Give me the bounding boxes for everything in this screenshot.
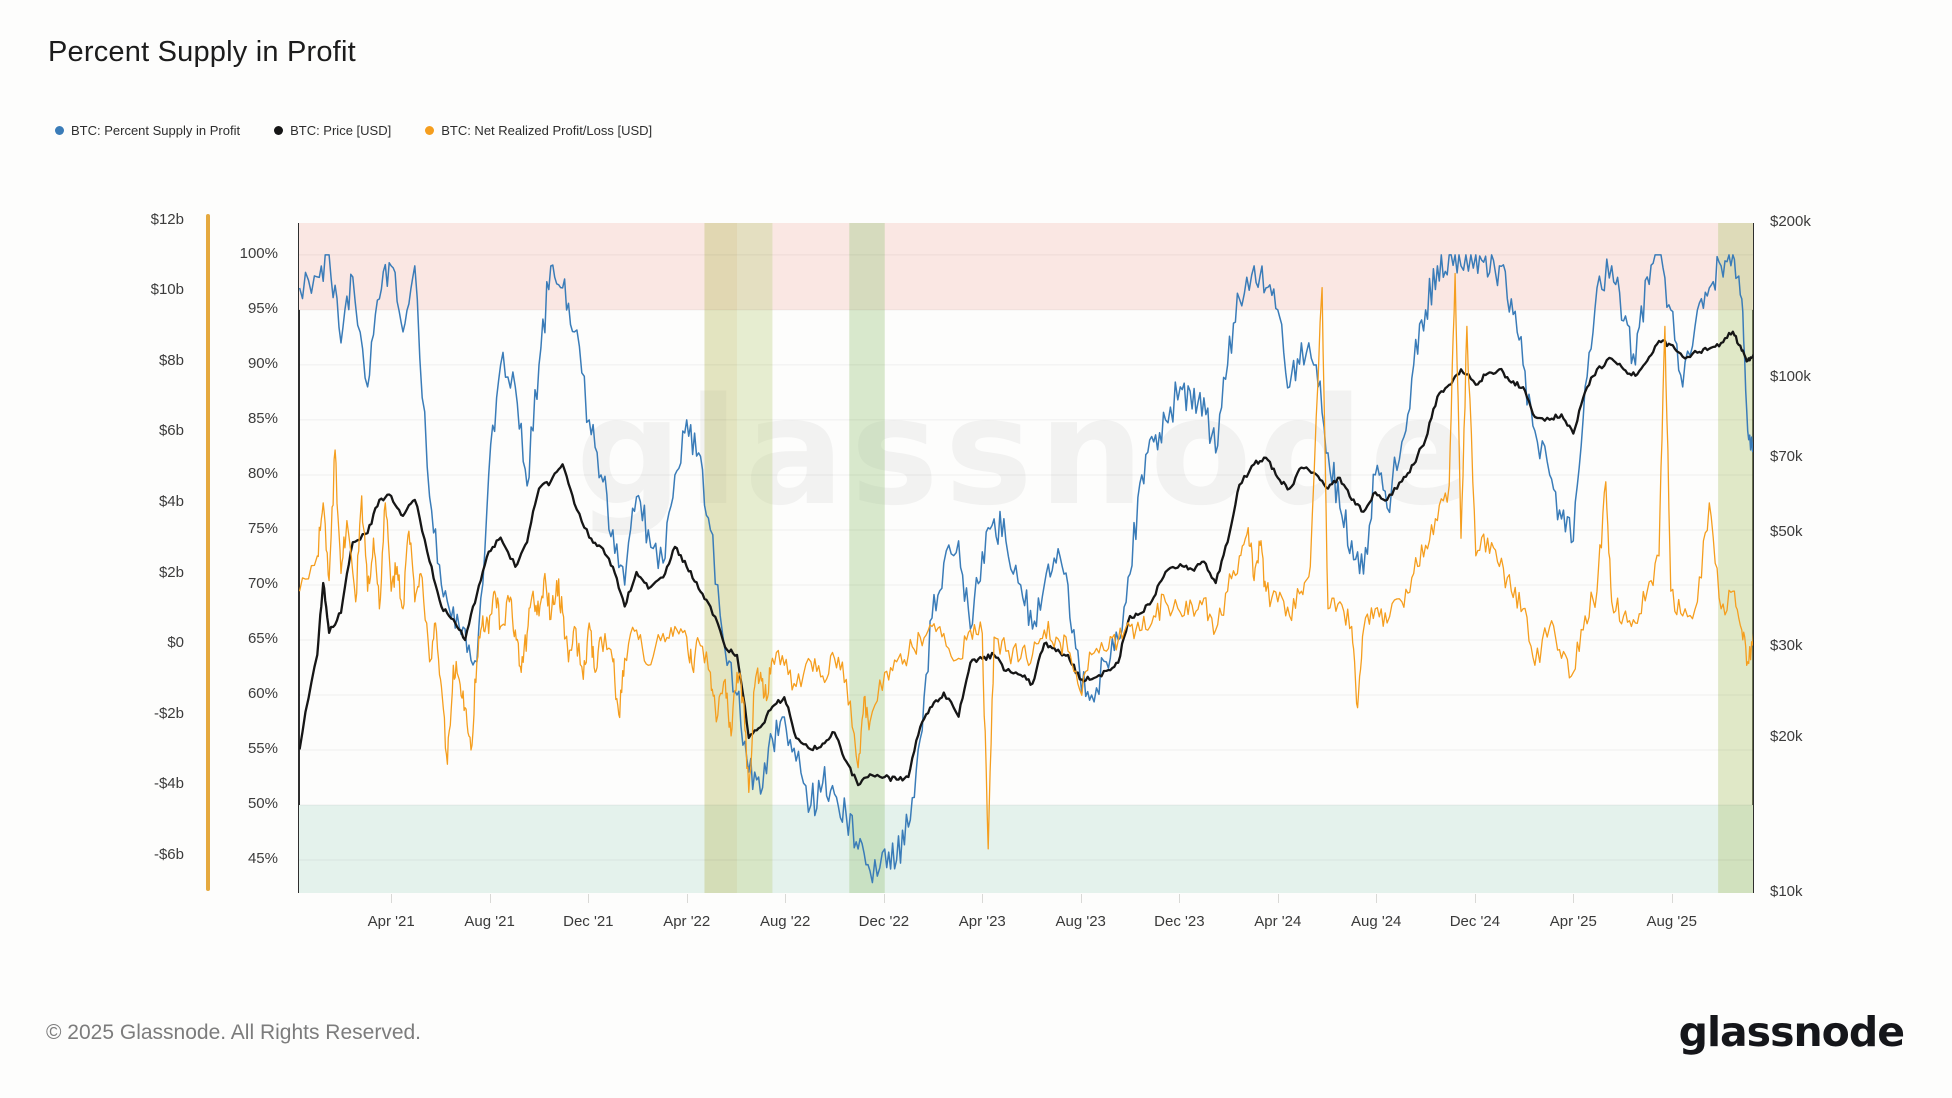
usd-axis-tick: $2b (158, 563, 184, 581)
legend-dot-icon (274, 126, 284, 135)
price-axis-tick: $100k (1770, 368, 1811, 386)
usd-axis-tick: $6b (158, 422, 184, 440)
percent-axis-tick: 70% (247, 574, 278, 592)
x-axis-tick: Apr '25 (1549, 913, 1597, 930)
percent-axis-tick: 45% (247, 849, 278, 867)
series-0-line (299, 254, 1753, 884)
percent-axis-tick: 65% (247, 629, 278, 647)
percent-axis-tick: 60% (247, 684, 278, 702)
usd-axis-tick: $12b (150, 210, 184, 228)
x-axis-tick: Aug '23 (1055, 913, 1106, 930)
usd-axis-tick: $0 (167, 634, 184, 652)
x-axis-tick: Apr '24 (1254, 913, 1302, 930)
x-axis-tickmark (1474, 894, 1476, 903)
x-axis-tickmark (785, 894, 787, 903)
price-axis-tick: $20k (1770, 727, 1803, 745)
usd-axis-tick: -$6b (153, 845, 184, 863)
x-axis-tickmark (686, 894, 688, 903)
legend-label: BTC: Price [USD] (290, 123, 392, 138)
x-axis-tickmark (1671, 894, 1673, 903)
event-band-3 (849, 223, 885, 893)
legend-item-2[interactable]: BTC: Net Realized Profit/Loss [USD] (425, 123, 652, 138)
x-axis-tick: Dec '22 (858, 913, 910, 930)
legend-dot-icon (55, 126, 64, 135)
legend-item-0[interactable]: BTC: Percent Supply in Profit (55, 123, 240, 138)
x-axis-tick: Apr '21 (367, 913, 415, 930)
x-axis-tick: Aug '24 (1350, 913, 1402, 930)
usd-axis-tick: $10b (150, 281, 184, 299)
page-title: Percent Supply in Profit (48, 36, 356, 68)
plot-left-border (298, 223, 300, 893)
price-axis-tick: $200k (1770, 213, 1811, 230)
usd-axis-line (206, 214, 210, 891)
series-1-line (299, 330, 1753, 787)
x-axis-tickmark (489, 894, 491, 903)
event-band-4 (1718, 223, 1753, 893)
x-axis-tick: Apr '23 (958, 913, 1006, 930)
percent-axis-tick: 80% (247, 464, 278, 482)
x-axis-tick: Apr '22 (663, 913, 711, 930)
legend-label: BTC: Percent Supply in Profit (71, 123, 241, 138)
percent-axis-tick: 100% (239, 244, 278, 262)
price-axis-tick: $30k (1770, 637, 1803, 655)
percent-axis-tick: 90% (247, 354, 278, 372)
usd-axis-tick: -$4b (153, 775, 184, 793)
x-axis-tickmark (1080, 894, 1082, 903)
capitulation-zone (299, 804, 1753, 893)
usd-axis-tick: $4b (158, 492, 184, 510)
x-axis-tickmark (1277, 894, 1279, 903)
overheated-zone (299, 223, 1753, 310)
series-2-line (299, 272, 1753, 850)
legend-dot-icon (425, 126, 435, 135)
usd-axis-tick: -$2b (153, 704, 184, 722)
x-axis-tickmark (588, 894, 590, 903)
event-band-2 (736, 223, 773, 893)
percent-axis-tick: 95% (247, 299, 278, 317)
plot-area[interactable] (299, 223, 1753, 893)
copyright-text: © 2025 Glassnode. All Rights Reserved. (46, 1021, 422, 1044)
usd-axis-tick: $8b (158, 351, 184, 369)
x-axis-tick: Dec '24 (1449, 913, 1501, 930)
x-axis-tick: Aug '22 (759, 913, 811, 930)
percent-axis-tick: 55% (247, 739, 278, 757)
legend: BTC: Percent Supply in Profit BTC: Price … (55, 123, 652, 138)
x-axis-tickmark (982, 894, 984, 903)
x-axis-tick: Dec '23 (1154, 913, 1205, 930)
glassnode-logo[interactable]: glassnode (1678, 1008, 1905, 1056)
x-axis-tickmark (391, 894, 393, 903)
price-axis-tick: $70k (1770, 447, 1803, 465)
legend-label: BTC: Net Realized Profit/Loss [USD] (441, 123, 653, 138)
percent-axis-tick: 85% (247, 409, 278, 427)
x-axis-tickmark (1179, 894, 1181, 903)
x-axis-tick: Dec '21 (563, 913, 614, 930)
event-band-1 (704, 223, 737, 893)
legend-item-1[interactable]: BTC: Price [USD] (274, 123, 391, 138)
price-axis-tick: $50k (1770, 523, 1803, 541)
x-axis-tick: Aug '21 (464, 913, 515, 930)
x-axis-tickmark (1376, 894, 1378, 903)
percent-axis-tick: 75% (247, 519, 278, 537)
x-axis-tick: Aug '25 (1646, 913, 1697, 930)
x-axis-tickmark (1573, 894, 1575, 903)
percent-axis-tick: 50% (247, 794, 278, 812)
price-axis-tick: $10k (1770, 883, 1803, 900)
x-axis-tickmark (883, 894, 885, 903)
plot-right-border (1752, 223, 1754, 893)
